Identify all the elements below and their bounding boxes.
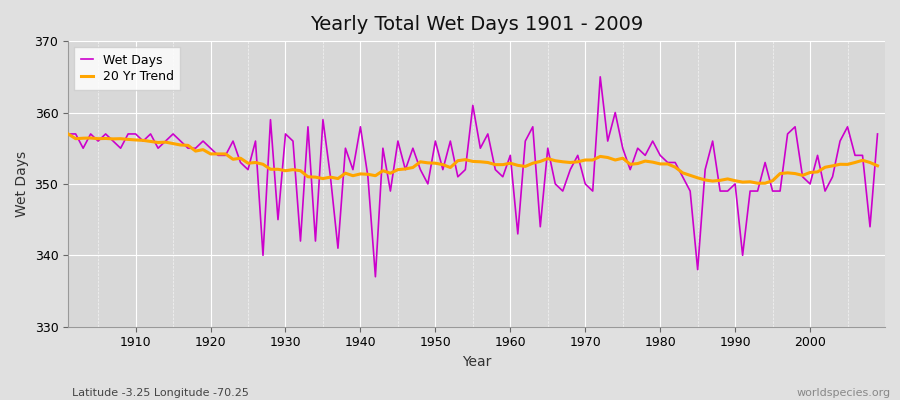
Wet Days: [63, 132, 74, 136]
Legend: Wet Days, 20 Yr Trend: Wet Days, 20 Yr Trend: [75, 47, 180, 90]
Text: Latitude -3.25 Longitude -70.25: Latitude -3.25 Longitude -70.25: [72, 388, 249, 398]
Wet Days: [872, 132, 883, 136]
Line: 20 Yr Trend: 20 Yr Trend: [68, 134, 878, 183]
20 Yr Trend: [595, 154, 606, 159]
Wet Days: [595, 74, 606, 79]
20 Yr Trend: [752, 181, 763, 186]
20 Yr Trend: [63, 132, 74, 136]
20 Yr Trend: [288, 167, 299, 172]
Wet Days: [370, 274, 381, 279]
X-axis label: Year: Year: [462, 355, 491, 369]
Line: Wet Days: Wet Days: [68, 77, 878, 277]
20 Yr Trend: [498, 162, 508, 167]
Wet Days: [332, 246, 343, 250]
20 Yr Trend: [872, 163, 883, 168]
Wet Days: [512, 232, 523, 236]
Title: Yearly Total Wet Days 1901 - 2009: Yearly Total Wet Days 1901 - 2009: [310, 15, 644, 34]
Wet Days: [505, 153, 516, 158]
Text: worldspecies.org: worldspecies.org: [796, 388, 891, 398]
Wet Days: [122, 132, 133, 136]
20 Yr Trend: [332, 176, 343, 181]
20 Yr Trend: [122, 137, 133, 142]
Y-axis label: Wet Days: Wet Days: [15, 151, 29, 217]
Wet Days: [610, 110, 621, 115]
Wet Days: [288, 139, 299, 144]
20 Yr Trend: [505, 161, 516, 166]
